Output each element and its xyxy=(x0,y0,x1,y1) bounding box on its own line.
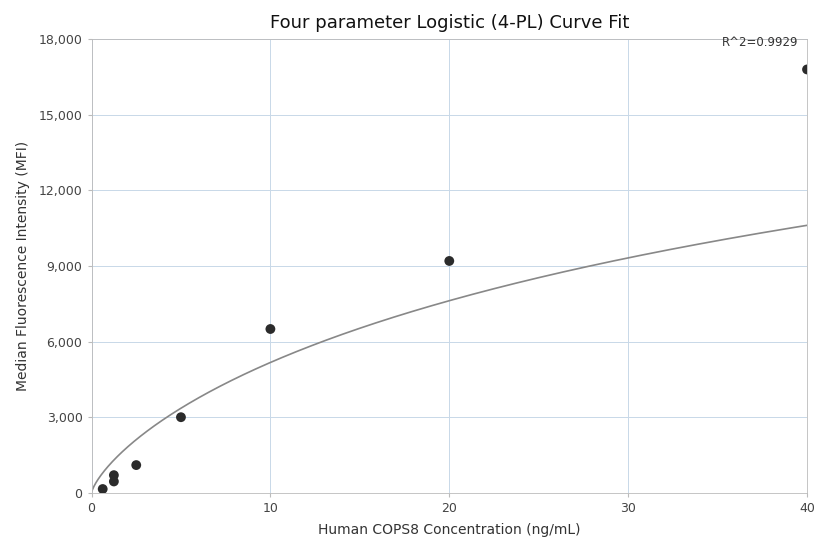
Title: Four parameter Logistic (4-PL) Curve Fit: Four parameter Logistic (4-PL) Curve Fit xyxy=(270,14,629,32)
Point xyxy=(264,324,277,333)
Point xyxy=(175,413,188,422)
Point xyxy=(800,65,814,74)
Point xyxy=(96,484,109,493)
Point xyxy=(443,256,456,265)
Point xyxy=(107,477,121,486)
Text: R^2=0.9929: R^2=0.9929 xyxy=(721,36,798,49)
Y-axis label: Median Fluorescence Intensity (MFI): Median Fluorescence Intensity (MFI) xyxy=(17,141,30,391)
Point xyxy=(130,460,143,469)
Point xyxy=(107,470,121,479)
X-axis label: Human COPS8 Concentration (ng/mL): Human COPS8 Concentration (ng/mL) xyxy=(318,523,581,537)
